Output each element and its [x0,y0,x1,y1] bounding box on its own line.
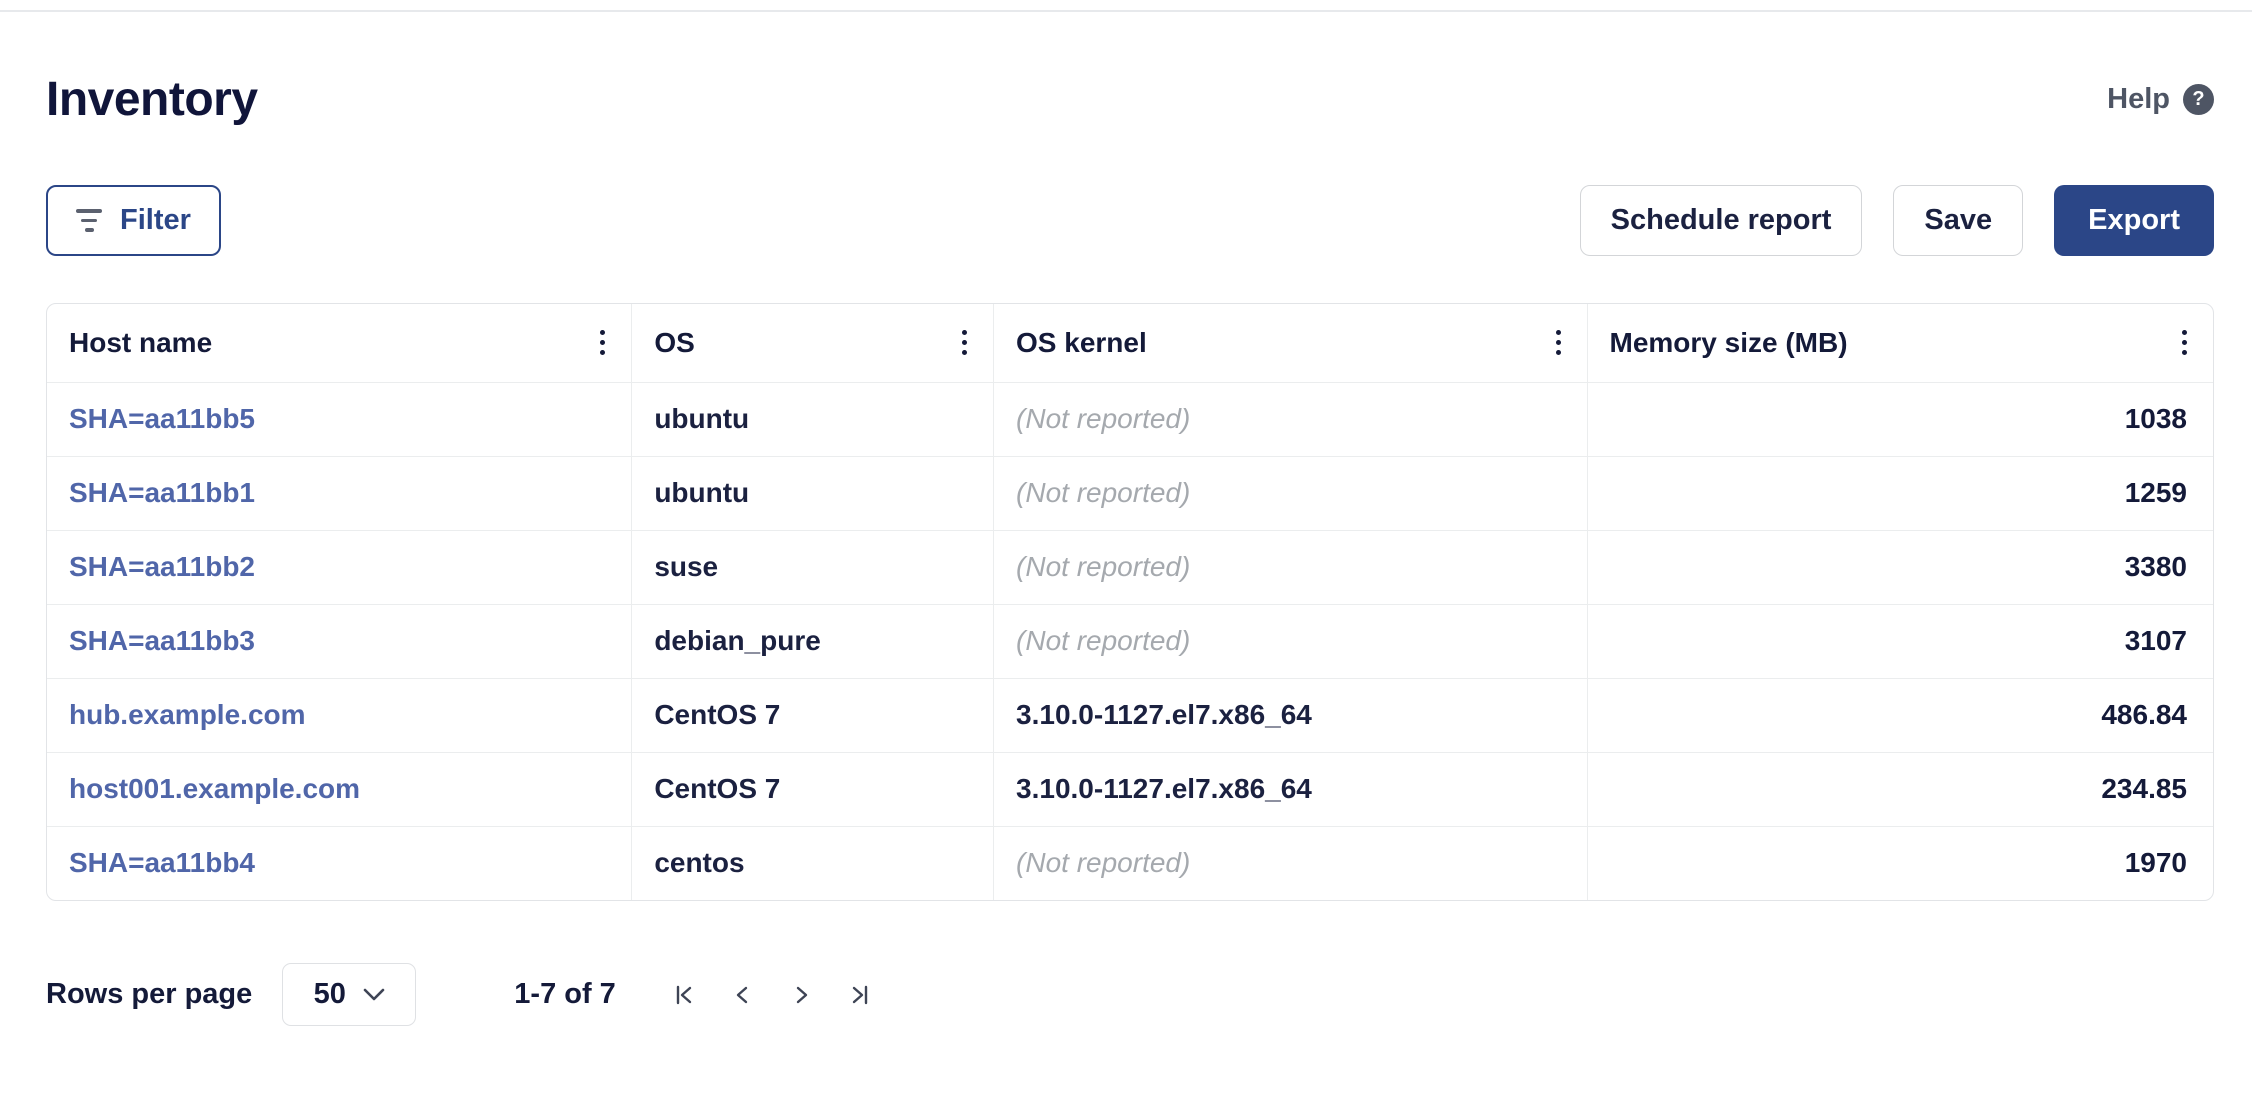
toolbar-actions: Schedule report Save Export [1579,185,2214,256]
column-header-memory-size: Memory size (MB) [1586,304,2213,382]
column-label: Memory size (MB) [1609,326,1848,358]
os-cell: CentOS 7 [631,751,994,826]
column-label: OS [654,326,695,358]
inventory-page: Inventory Help ? Filter Schedule report … [0,72,2252,1026]
kernel-cell: 3.10.0-1127.el7.x86_64 [993,677,1587,752]
table-row: SHA=aa11bb2 suse (Not reported) 3380 [47,529,2213,604]
host-link[interactable]: SHA=aa11bb1 [69,477,255,508]
column-header-os: OS [631,304,994,382]
os-cell: centos [631,825,994,900]
top-divider [0,0,2252,12]
memory-cell: 1259 [1586,455,2213,530]
question-circle-icon[interactable]: ? [2183,84,2214,115]
page-header: Inventory Help ? [46,72,2214,127]
filter-button[interactable]: Filter [46,185,221,256]
table-row: SHA=aa11bb4 centos (Not reported) 1970 [47,825,2213,900]
save-button[interactable]: Save [1893,185,2024,256]
memory-cell: 1970 [1586,825,2213,900]
filter-lines-icon [76,209,102,232]
os-cell: CentOS 7 [631,677,994,752]
schedule-report-button[interactable]: Schedule report [1579,185,1863,256]
next-page-icon[interactable] [778,972,824,1018]
table-body: SHA=aa11bb5 ubuntu (Not reported) 1038 S… [47,381,2213,900]
host-link[interactable]: SHA=aa11bb3 [69,625,255,656]
toolbar: Filter Schedule report Save Export [46,185,2214,256]
column-header-host-name: Host name [47,304,632,382]
inventory-table: Host name OS OS kernel [46,303,2214,901]
rows-per-page-label: Rows per page [46,978,253,1010]
kebab-icon[interactable] [952,322,977,363]
host-link[interactable]: SHA=aa11bb2 [69,551,255,582]
table-row: SHA=aa11bb3 debian_pure (Not reported) 3… [47,603,2213,678]
kernel-cell: (Not reported) [993,529,1587,604]
table-row: SHA=aa11bb5 ubuntu (Not reported) 1038 [47,381,2213,456]
host-link[interactable]: SHA=aa11bb4 [69,847,255,879]
kebab-icon[interactable] [1546,322,1571,363]
kernel-cell: (Not reported) [993,603,1587,678]
memory-cell: 3380 [1586,529,2213,604]
page-size-select[interactable]: 50 [282,963,417,1026]
os-cell: ubuntu [631,381,994,456]
memory-cell: 234.85 [1586,751,2213,826]
kernel-cell: 3.10.0-1127.el7.x86_64 [993,751,1587,826]
host-link[interactable]: hub.example.com [69,699,306,730]
kernel-cell: (Not reported) [993,381,1587,456]
table-row: SHA=aa11bb1 ubuntu (Not reported) 1259 [47,455,2213,530]
memory-cell: 1038 [1586,381,2213,456]
kebab-icon[interactable] [590,322,615,363]
page-title: Inventory [46,73,258,126]
column-label: OS kernel [1016,326,1147,358]
host-link[interactable]: host001.example.com [69,773,361,804]
memory-cell: 3107 [1586,603,2213,678]
table-header-row: Host name OS OS kernel [47,304,2213,382]
last-page-icon[interactable] [836,972,882,1018]
column-label: Host name [69,326,213,358]
pager-controls [662,972,882,1018]
column-header-os-kernel: OS kernel [993,304,1587,382]
os-cell: ubuntu [631,455,994,530]
previous-page-icon[interactable] [720,972,766,1018]
kernel-cell: (Not reported) [993,825,1587,900]
os-cell: suse [631,529,994,604]
table-row: host001.example.com CentOS 7 3.10.0-1127… [47,751,2213,826]
export-button[interactable]: Export [2054,185,2214,256]
kernel-cell: (Not reported) [993,455,1587,530]
filter-button-label: Filter [120,204,191,236]
memory-cell: 486.84 [1586,677,2213,752]
help-link[interactable]: Help ? [2107,83,2214,116]
os-cell: debian_pure [631,603,994,678]
first-page-icon[interactable] [662,972,708,1018]
page-size-value: 50 [313,978,346,1010]
pagination-range: 1-7 of 7 [514,978,616,1010]
table-row: hub.example.com CentOS 7 3.10.0-1127.el7… [47,677,2213,752]
pagination: Rows per page 50 1-7 of 7 [46,963,2214,1026]
help-label: Help [2107,83,2170,115]
chevron-down-icon [363,988,385,1000]
host-link[interactable]: SHA=aa11bb5 [69,403,255,434]
kebab-icon[interactable] [2172,322,2197,363]
